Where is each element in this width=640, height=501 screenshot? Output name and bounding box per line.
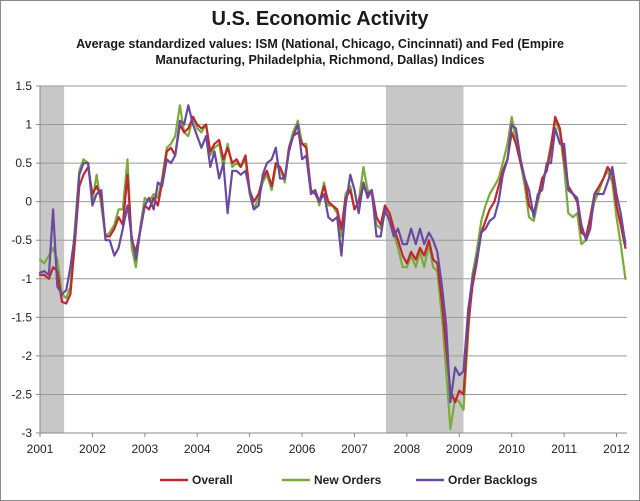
y-tick-label: 1.5: [15, 79, 32, 93]
legend-label: New Orders: [314, 473, 382, 487]
chart-subtitle: Average standardized values: ISM (Nation…: [40, 36, 600, 68]
x-tick-label: 2006: [289, 442, 316, 456]
legend-label: Overall: [192, 473, 233, 487]
x-tick-label: 2005: [236, 442, 263, 456]
legend: Overall New Orders Order Backlogs: [160, 473, 538, 487]
y-tick-label: 0.5: [15, 156, 32, 170]
chart-title: U.S. Economic Activity: [211, 8, 429, 30]
y-tick-label: -0.5: [11, 233, 32, 247]
y-tick-label: 1: [25, 118, 32, 132]
series-line-new-orders: [38, 104, 627, 431]
x-tick-label: 2010: [498, 442, 525, 456]
y-tick-label: -1: [21, 272, 32, 286]
recession-band-1: [40, 86, 65, 433]
x-tick-label: 2012: [603, 442, 630, 456]
x-tick-label: 2001: [27, 442, 54, 456]
series-lines: [38, 104, 627, 431]
x-tick-label: 2008: [394, 442, 421, 456]
y-tick-label: -3: [21, 426, 32, 440]
y-tick-label: -2.5: [11, 387, 32, 401]
gridlines: [40, 85, 627, 434]
x-tick-label: 2004: [184, 442, 211, 456]
legend-label: Order Backlogs: [448, 473, 538, 487]
tick-labels: 1.5 1 0.5 0 -0.5 -1 -1.5 -2 -2.5 -3 2001 2002 2003 20…: [11, 79, 630, 456]
y-tick-label: -2: [21, 349, 32, 363]
x-tick-label: 2007: [341, 442, 368, 456]
x-tick-label: 2011: [551, 442, 577, 456]
x-tick-label: 2002: [79, 442, 106, 456]
axes: [39, 86, 627, 434]
series-line-order-backlogs: [38, 104, 627, 404]
x-tick-label: 2009: [446, 442, 473, 456]
y-tick-label: 0: [25, 195, 32, 209]
chart-subtitle-line-2: Manufacturing, Philadelphia, Richmond, D…: [155, 53, 485, 67]
x-tick-label: 2003: [131, 442, 158, 456]
y-tick-label: -1.5: [11, 310, 32, 324]
chart-subtitle-line-1: Average standardized values: ISM (Nation…: [76, 37, 564, 51]
